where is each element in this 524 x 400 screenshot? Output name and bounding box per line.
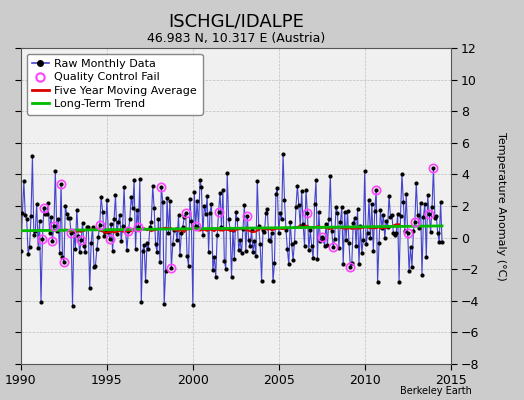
Legend: Raw Monthly Data, Quality Control Fail, Five Year Moving Average, Long-Term Tren: Raw Monthly Data, Quality Control Fail, … [27, 54, 203, 115]
Text: ISCHGL/IDALPE: ISCHGL/IDALPE [168, 12, 304, 30]
Y-axis label: Temperature Anomaly (°C): Temperature Anomaly (°C) [496, 132, 506, 280]
Text: 46.983 N, 10.317 E (Austria): 46.983 N, 10.317 E (Austria) [147, 32, 325, 45]
Text: Berkeley Earth: Berkeley Earth [400, 386, 472, 396]
